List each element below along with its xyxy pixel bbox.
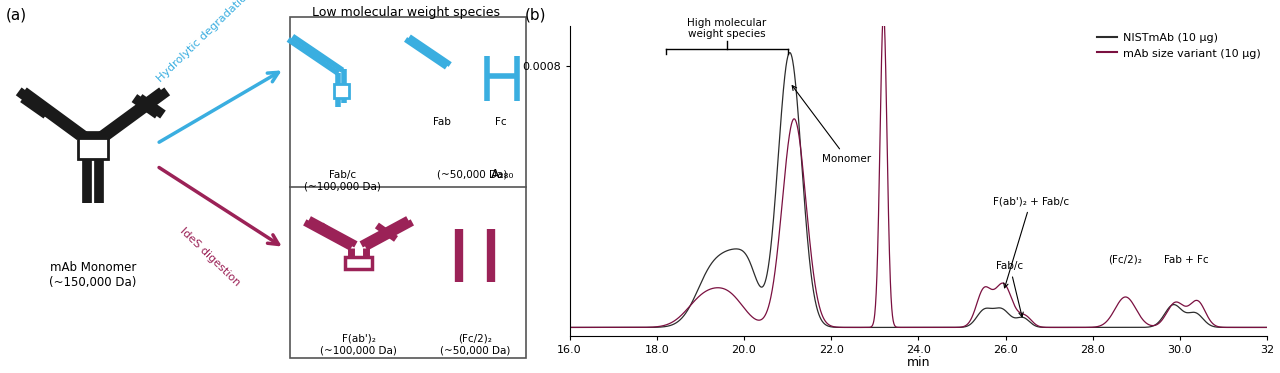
mAb size variant (10 μg) <box>829 325 845 329</box>
Text: (Fc/2)₂
(~50,000 Da): (Fc/2)₂ (~50,000 Da) <box>440 334 511 355</box>
Legend: NISTmAb (10 μg), mAb size variant (10 μg): NISTmAb (10 μg), mAb size variant (10 μg… <box>1093 28 1265 63</box>
Line: mAb size variant (10 μg): mAb size variant (10 μg) <box>570 13 1267 327</box>
NISTmAb (10 μg) <box>782 50 797 55</box>
Text: High molecular
weight species: High molecular weight species <box>687 18 767 40</box>
mAb size variant (10 μg) <box>908 325 923 330</box>
Text: IdeS digestion: IdeS digestion <box>178 226 242 288</box>
mAb size variant (10 μg) <box>682 303 698 307</box>
Text: mAb Monomer
(~150,000 Da): mAb Monomer (~150,000 Da) <box>49 261 137 289</box>
Bar <box>289 17 526 358</box>
NISTmAb (10 μg) <box>1171 305 1187 310</box>
Text: (b): (b) <box>525 7 545 22</box>
mAb size variant (10 μg) <box>860 325 876 330</box>
Text: Hydrolytic degradation: Hydrolytic degradation <box>155 0 253 84</box>
X-axis label: min: min <box>906 356 931 369</box>
NISTmAb (10 μg) <box>641 325 657 330</box>
Text: F(ab')₂
(~100,000 Da): F(ab')₂ (~100,000 Da) <box>320 334 397 355</box>
Text: Fab/c
(~100,000 Da): Fab/c (~100,000 Da) <box>305 170 381 191</box>
Text: Monomer: Monomer <box>792 86 872 164</box>
mAb size variant (10 μg) <box>876 11 891 15</box>
Text: Fc: Fc <box>495 117 507 128</box>
Text: Fab + Fc: Fab + Fc <box>1165 254 1208 264</box>
Bar <box>346 257 371 269</box>
Line: NISTmAb (10 μg): NISTmAb (10 μg) <box>570 53 1267 327</box>
NISTmAb (10 μg) <box>860 325 876 330</box>
Text: Low molecular weight species: Low molecular weight species <box>312 6 500 19</box>
NISTmAb (10 μg) <box>1260 325 1275 330</box>
mAb size variant (10 μg) <box>1247 325 1262 330</box>
Text: (Fc/2)₂: (Fc/2)₂ <box>1108 254 1143 264</box>
mAb size variant (10 μg) <box>1171 300 1187 305</box>
NISTmAb (10 μg) <box>829 325 845 330</box>
mAb size variant (10 μg) <box>1260 325 1275 330</box>
NISTmAb (10 μg) <box>890 325 905 330</box>
NISTmAb (10 μg) <box>682 303 698 307</box>
Bar <box>334 84 349 98</box>
Text: Fab/c: Fab/c <box>996 261 1024 317</box>
Y-axis label: A₂₈₀: A₂₈₀ <box>490 168 515 181</box>
mAb size variant (10 μg) <box>641 325 657 329</box>
mAb size variant (10 μg) <box>562 325 577 330</box>
Text: (a): (a) <box>5 7 27 22</box>
NISTmAb (10 μg) <box>1247 325 1262 330</box>
NISTmAb (10 μg) <box>562 325 577 330</box>
Bar <box>78 138 108 159</box>
Text: F(ab')₂ + Fab/c: F(ab')₂ + Fab/c <box>992 197 1069 288</box>
Text: Fab: Fab <box>433 117 451 128</box>
Text: (~50,000 Da): (~50,000 Da) <box>436 170 507 180</box>
